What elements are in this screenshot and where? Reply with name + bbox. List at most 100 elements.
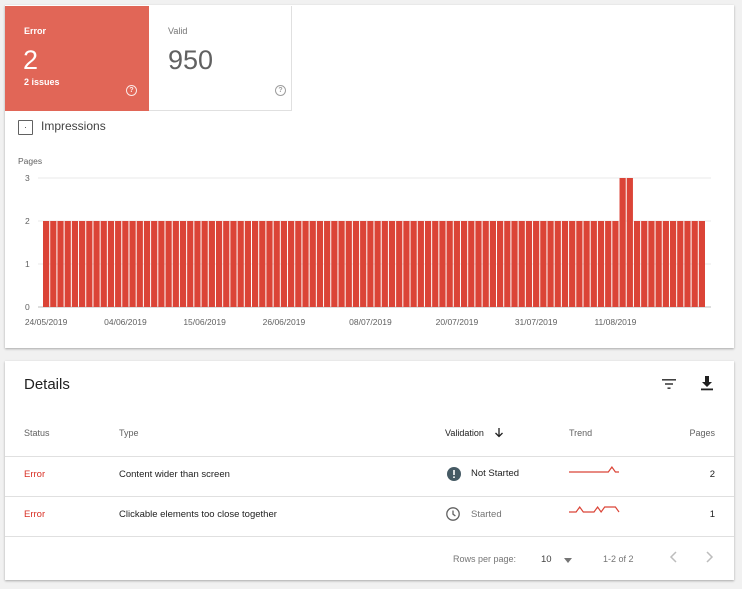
chart-bar [655,221,662,307]
chart-bar [583,221,590,307]
column-header-type[interactable]: Type [119,428,139,438]
chart-bar [439,221,446,307]
row-pages[interactable]: 2 [709,469,715,480]
column-header-trend[interactable]: Trend [569,428,593,438]
chart-bar [165,221,172,307]
error-metric-tab[interactable]: Error 2 2 issues ? [5,6,149,111]
row-status[interactable]: Error [24,469,46,480]
y-tick-label: 1 [25,259,30,269]
dropdown-caret-icon[interactable] [564,558,572,563]
chart-bar [424,221,432,307]
chart-bar [43,221,50,307]
row-pages[interactable]: 1 [709,509,715,520]
chart-bar [569,221,576,307]
error-metric-issues: 2 issues [24,77,60,87]
chart-bar [511,221,518,307]
chart-bar [677,221,684,307]
chart-bar [468,221,475,307]
chart-bar [367,221,374,307]
column-header-validation[interactable]: Validation [445,428,484,438]
chart-bar [345,221,352,307]
filter-icon[interactable] [660,375,678,393]
chart-bar [698,221,705,307]
chart-bar [259,221,266,307]
chart-bar [590,221,597,307]
rows-per-page-select[interactable]: 10 [541,554,552,565]
chart-bar [158,221,165,307]
row-type[interactable]: Clickable elements too close together [119,509,277,520]
exclamation-icon [447,467,461,481]
previous-page-icon[interactable] [665,547,683,567]
chart-bar [50,221,57,307]
row-type[interactable]: Content wider than screen [119,469,230,480]
page-range-text: 1-2 of 2 [603,554,634,564]
chart-bar [633,221,641,307]
help-icon[interactable]: ? [275,85,286,96]
download-icon[interactable] [698,374,716,392]
chart-bar [151,221,158,307]
valid-metric-value: 950 [168,45,214,75]
x-tick-label: 20/07/2019 [436,317,479,327]
trend-sparkline [569,505,620,514]
x-tick-label: 04/06/2019 [104,317,147,327]
sort-down-arrow-icon[interactable] [494,427,504,438]
column-header-pages[interactable]: Pages [689,428,715,438]
chart-bar [316,221,324,307]
row-validation[interactable]: Started [471,509,502,520]
chart-bar [107,221,115,307]
chart-bar [360,221,367,307]
details-card: Details Status Type Validation Trend Pag… [5,361,734,580]
trend-sparkline [569,465,619,473]
column-header-status[interactable]: Status [24,428,50,438]
chart-bar [57,221,64,307]
chart-bar [669,221,677,307]
chart-bar [525,221,533,307]
chart-bar [554,221,561,307]
chart-bar [460,221,468,307]
chart-bar [489,221,497,307]
chart-bar [612,221,619,307]
chart-bar [518,221,525,307]
chart-bar [684,221,691,307]
row-validation[interactable]: Not Started [471,468,520,479]
chart-bar [179,221,187,307]
valid-metric-tab[interactable]: Valid 950 ? [149,6,292,111]
chart-bar [266,221,273,307]
chart-bar [223,221,230,307]
chart-bar [280,221,288,307]
chart-bar [662,221,669,307]
error-metric-label: Error [24,26,47,36]
x-tick-label: 11/08/2019 [594,317,636,327]
chart-bar [388,221,396,307]
x-tick-label: 15/06/2019 [183,317,226,327]
chart-bar [410,221,417,307]
row-status[interactable]: Error [24,509,46,520]
chart-bar [648,221,655,307]
impressions-label: Impressions [41,119,106,133]
rows-per-page-label: Rows per page: [453,554,517,564]
chart-bar [396,221,403,307]
next-page-icon[interactable] [700,547,718,567]
help-icon[interactable]: ? [126,85,137,96]
details-title: Details [24,376,70,393]
chart-bar [86,221,93,307]
x-tick-label: 08/07/2019 [349,317,392,327]
impressions-checkbox[interactable] [18,120,33,135]
chart-bar [576,221,583,307]
chart-bar [100,221,107,307]
chart-bar [691,221,698,307]
chart-bar [215,221,223,307]
chart-bar [533,221,540,307]
chart-bar [295,221,302,307]
y-tick-label: 3 [25,173,30,183]
chart-bar [597,221,605,307]
chart-bar [251,221,259,307]
chart-bar [187,221,194,307]
chart-bar [136,221,143,307]
chart-bar [446,221,453,307]
chart-bar [626,178,633,307]
chart-bar [381,221,388,307]
chart-bar [208,221,215,307]
chart-bar [79,221,86,307]
trend-line [569,465,619,473]
